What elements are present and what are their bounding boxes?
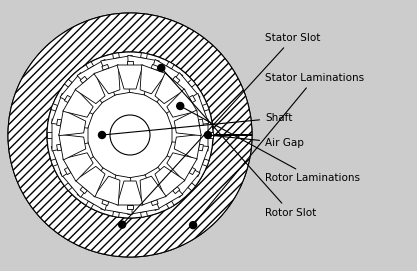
Polygon shape	[94, 65, 120, 94]
Polygon shape	[77, 167, 116, 211]
Circle shape	[47, 52, 213, 218]
Circle shape	[190, 222, 196, 229]
Polygon shape	[60, 73, 103, 114]
Polygon shape	[208, 132, 213, 138]
Text: Air Gap: Air Gap	[211, 135, 304, 148]
Polygon shape	[188, 183, 196, 191]
Polygon shape	[117, 65, 143, 89]
Polygon shape	[65, 79, 72, 87]
Polygon shape	[141, 53, 147, 59]
Polygon shape	[51, 159, 58, 166]
Text: Rotor Laminations: Rotor Laminations	[183, 107, 360, 183]
Polygon shape	[64, 95, 71, 103]
Text: Shaft: Shaft	[105, 113, 292, 135]
Circle shape	[87, 92, 173, 178]
Polygon shape	[60, 156, 103, 197]
Polygon shape	[167, 93, 209, 128]
Polygon shape	[51, 142, 93, 177]
Polygon shape	[198, 144, 203, 151]
Circle shape	[119, 221, 126, 228]
Polygon shape	[57, 144, 62, 151]
Polygon shape	[141, 211, 147, 217]
Polygon shape	[94, 176, 120, 205]
Circle shape	[204, 131, 211, 138]
Circle shape	[8, 13, 252, 257]
Polygon shape	[64, 167, 71, 175]
Polygon shape	[113, 53, 119, 59]
Polygon shape	[86, 201, 93, 208]
Polygon shape	[100, 175, 132, 215]
Polygon shape	[102, 200, 109, 206]
Polygon shape	[167, 142, 209, 177]
Polygon shape	[202, 104, 209, 111]
Polygon shape	[100, 55, 132, 95]
Polygon shape	[140, 65, 166, 94]
Polygon shape	[144, 167, 183, 211]
Polygon shape	[167, 89, 197, 117]
Polygon shape	[167, 153, 197, 181]
Polygon shape	[151, 200, 158, 206]
Polygon shape	[127, 61, 133, 65]
Polygon shape	[52, 119, 88, 151]
Polygon shape	[86, 62, 93, 69]
Polygon shape	[80, 187, 87, 193]
Circle shape	[158, 64, 165, 72]
Polygon shape	[189, 95, 196, 103]
Polygon shape	[174, 134, 201, 160]
Polygon shape	[8, 13, 252, 257]
Polygon shape	[173, 76, 180, 83]
Polygon shape	[157, 156, 200, 197]
Polygon shape	[65, 183, 72, 191]
Polygon shape	[140, 176, 166, 205]
Polygon shape	[113, 211, 119, 217]
Polygon shape	[80, 76, 87, 83]
Circle shape	[98, 131, 106, 138]
Polygon shape	[198, 119, 203, 126]
Polygon shape	[127, 205, 133, 209]
Polygon shape	[63, 153, 93, 181]
Polygon shape	[63, 89, 93, 117]
Polygon shape	[202, 159, 209, 166]
Polygon shape	[75, 73, 105, 104]
Polygon shape	[128, 175, 159, 215]
Polygon shape	[173, 187, 180, 193]
Text: Rotor Slot: Rotor Slot	[163, 70, 316, 218]
Circle shape	[110, 115, 150, 155]
Polygon shape	[47, 132, 52, 138]
Polygon shape	[59, 110, 86, 136]
Polygon shape	[117, 181, 143, 205]
Polygon shape	[57, 119, 62, 126]
Polygon shape	[75, 166, 105, 197]
Polygon shape	[102, 64, 109, 70]
Polygon shape	[189, 167, 196, 175]
Polygon shape	[155, 166, 185, 197]
Polygon shape	[166, 62, 174, 69]
Polygon shape	[151, 64, 158, 70]
Text: Stator Slot: Stator Slot	[124, 33, 320, 222]
Polygon shape	[56, 61, 204, 209]
Polygon shape	[144, 59, 183, 103]
Polygon shape	[51, 104, 58, 111]
Polygon shape	[166, 201, 174, 208]
Polygon shape	[51, 93, 93, 128]
Polygon shape	[188, 79, 196, 87]
Polygon shape	[128, 55, 159, 95]
Polygon shape	[174, 110, 201, 136]
Polygon shape	[172, 119, 208, 151]
Polygon shape	[77, 59, 116, 103]
Circle shape	[177, 102, 184, 109]
Polygon shape	[59, 134, 86, 160]
Polygon shape	[155, 73, 185, 104]
Text: Stator Laminations: Stator Laminations	[195, 73, 364, 223]
Polygon shape	[157, 73, 200, 114]
